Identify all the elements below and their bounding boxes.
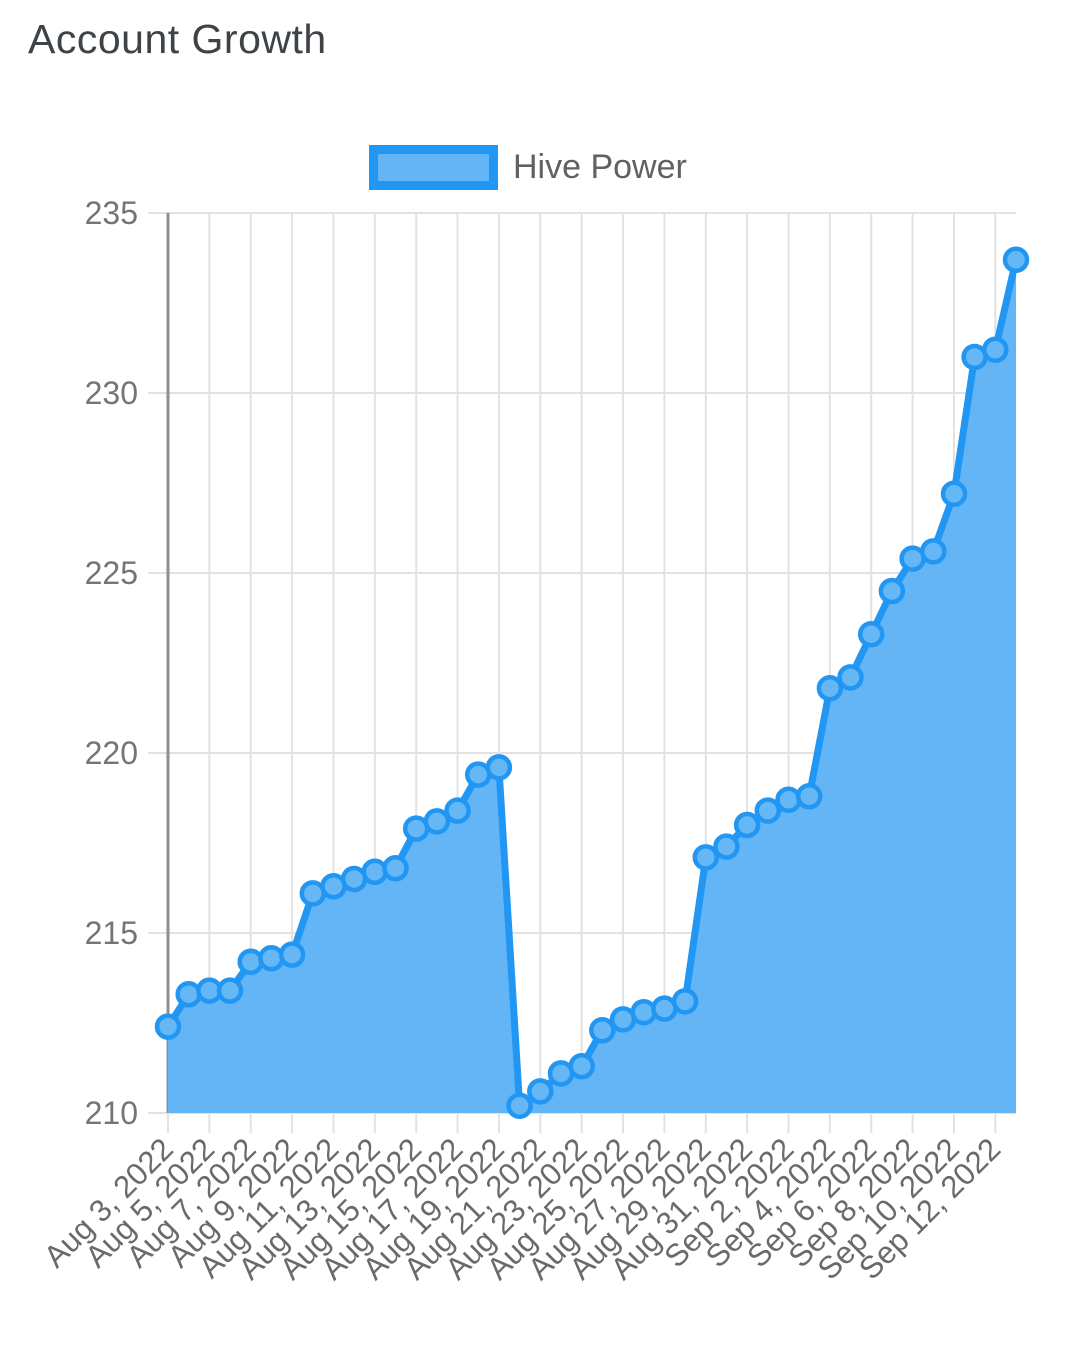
data-point[interactable] <box>258 944 285 972</box>
data-point[interactable] <box>568 1052 595 1080</box>
data-point[interactable] <box>423 808 451 835</box>
data-point[interactable] <box>444 797 471 824</box>
data-point[interactable] <box>692 844 720 871</box>
y-axis-label: 235 <box>85 195 138 231</box>
data-point[interactable] <box>154 1013 182 1040</box>
data-point[interactable] <box>816 674 844 702</box>
y-axis-label: 210 <box>85 1095 138 1131</box>
data-point[interactable] <box>982 336 1009 364</box>
data-point[interactable] <box>775 786 802 814</box>
data-point[interactable] <box>795 782 823 810</box>
data-point[interactable] <box>733 811 761 839</box>
data-point[interactable] <box>1002 246 1030 274</box>
data-point[interactable] <box>175 980 202 1008</box>
data-point[interactable] <box>754 797 782 824</box>
data-point[interactable] <box>857 620 885 648</box>
data-point[interactable] <box>237 948 264 976</box>
legend: Hive Power <box>369 145 687 190</box>
y-axis-label: 230 <box>85 375 138 411</box>
legend-label: Hive Power <box>513 148 687 186</box>
data-point[interactable] <box>940 480 968 508</box>
data-point[interactable] <box>671 988 699 1015</box>
y-axis-label: 215 <box>85 915 138 951</box>
data-point[interactable] <box>630 998 657 1026</box>
data-point[interactable] <box>920 538 947 565</box>
data-point[interactable] <box>527 1078 554 1105</box>
data-point[interactable] <box>506 1092 533 1120</box>
data-point[interactable] <box>216 977 244 1004</box>
y-axis-label: 220 <box>85 735 138 771</box>
legend-swatch-icon <box>369 145 498 190</box>
data-point[interactable] <box>485 754 513 781</box>
data-point[interactable] <box>713 833 740 860</box>
data-point[interactable] <box>361 858 389 886</box>
series-area-hive-power <box>168 259 1016 1113</box>
chart-title: Account Growth <box>28 16 327 62</box>
data-point[interactable] <box>837 664 864 691</box>
data-point[interactable] <box>278 941 306 968</box>
data-point[interactable] <box>878 577 906 605</box>
data-point[interactable] <box>589 1016 616 1044</box>
y-axis-label: 225 <box>85 555 138 591</box>
data-point[interactable] <box>382 854 409 882</box>
